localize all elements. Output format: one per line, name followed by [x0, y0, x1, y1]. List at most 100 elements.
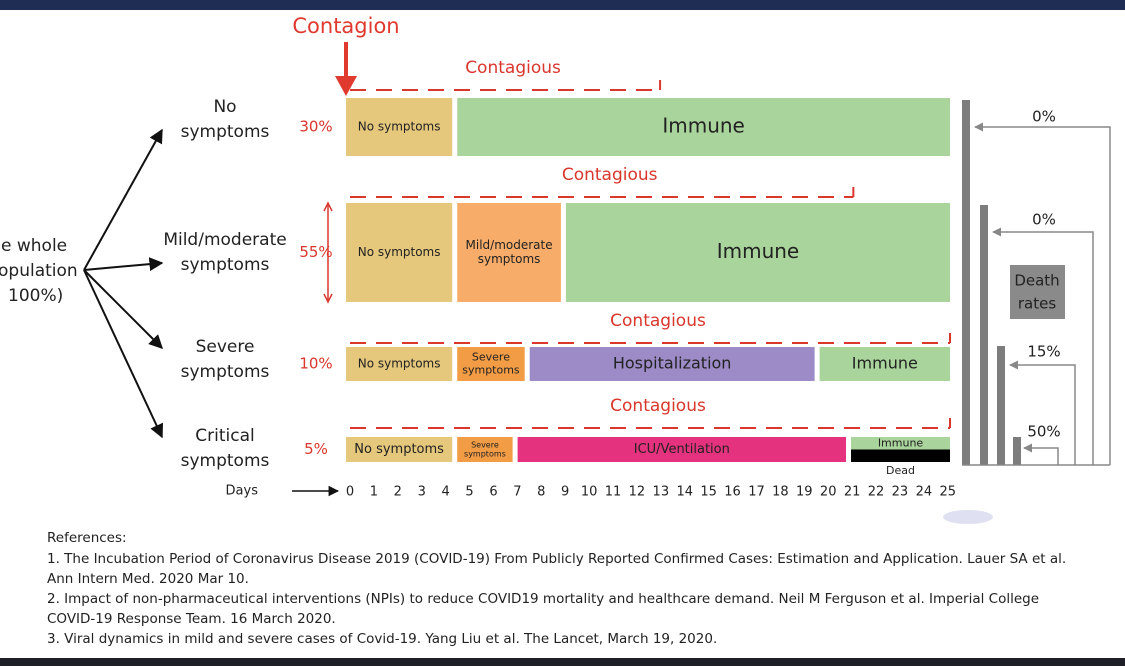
references-title: References:: [47, 530, 127, 546]
segment: [457, 98, 950, 156]
population-label: opulation: [0, 261, 78, 281]
day-tick: 8: [537, 485, 545, 500]
day-tick: 13: [653, 485, 670, 500]
death-connector: [1023, 443, 1059, 465]
segment: [346, 437, 453, 462]
row-label: Critical: [195, 426, 254, 446]
segment: [851, 449, 950, 462]
segment-label: symptoms: [462, 363, 520, 376]
day-tick: 25: [939, 485, 956, 500]
branch-arrow: [83, 128, 163, 271]
day-tick: 16: [724, 485, 741, 500]
segment: [346, 98, 453, 156]
reference-line: 1. The Incubation Period of Coronavirus …: [47, 551, 1066, 567]
contagious-label: Contagious: [465, 58, 561, 78]
segment: [517, 437, 847, 462]
segment: [457, 203, 561, 302]
segment: [457, 347, 525, 381]
reference-line: COVID-19 Response Team. 16 March 2020.: [47, 611, 336, 627]
row-label: Mild/moderate: [163, 230, 286, 250]
day-tick: 2: [394, 485, 402, 500]
segment: [529, 347, 815, 381]
segment: [851, 437, 950, 450]
segment-label: No symptoms: [358, 120, 441, 134]
day-tick: 3: [418, 485, 426, 500]
segment-label: Severe: [472, 351, 510, 364]
day-tick: 9: [561, 485, 569, 500]
range-head: [323, 201, 333, 304]
segment: [346, 347, 453, 381]
row-percent: 10%: [299, 355, 332, 373]
day-tick: 4: [441, 485, 449, 500]
segment: [819, 347, 950, 381]
death-connector: [1009, 360, 1076, 465]
row-label: symptoms: [181, 451, 270, 471]
death-connector: [992, 227, 1094, 465]
branch-arrow: [83, 257, 164, 272]
segment: [346, 203, 453, 302]
branch-arrow: [83, 269, 164, 439]
day-tick: 1: [370, 485, 378, 500]
top-bar: [0, 0, 1125, 10]
day-tick: 24: [916, 485, 933, 500]
day-tick: 17: [748, 485, 765, 500]
reference-line: Ann Intern Med. 2020 Mar 10.: [47, 571, 249, 587]
segment-label: Immune: [717, 239, 800, 263]
death-bar: [980, 205, 988, 465]
segment-label: Hospitalization: [613, 354, 732, 373]
death-rate: 15%: [1027, 343, 1060, 361]
bottom-bar: [0, 658, 1125, 666]
row-label: Severe: [196, 337, 255, 357]
reference-line: 2. Impact of non-pharmaceutical interven…: [47, 591, 1039, 607]
segment: [565, 203, 950, 302]
day-tick: 15: [700, 485, 717, 500]
segment-label: Mild/moderate: [466, 238, 553, 252]
contagious-label: Contagious: [610, 311, 706, 331]
row-percent: 55%: [299, 243, 332, 261]
day-tick: 6: [489, 485, 497, 500]
segment-label: symptoms: [464, 450, 506, 459]
segment-label: Dead: [886, 464, 915, 477]
segment-label: Severe: [471, 440, 499, 449]
row-label: symptoms: [181, 255, 270, 275]
day-tick: 19: [796, 485, 813, 500]
population-label: e whole: [1, 236, 67, 256]
segment-label: No symptoms: [358, 357, 441, 371]
segment-label: Immune: [662, 114, 745, 138]
segment-label: ICU/Ventilation: [634, 442, 730, 457]
row-label: symptoms: [181, 122, 270, 142]
segment-label: No symptoms: [358, 245, 441, 259]
segment-label: Immune: [878, 436, 924, 449]
reference-line: 3. Viral dynamics in mild and severe cas…: [47, 631, 717, 647]
day-tick: 12: [629, 485, 646, 500]
contagion-arrowhead: [335, 76, 357, 96]
day-tick: 18: [772, 485, 789, 500]
day-tick: 10: [581, 485, 598, 500]
contagious-label: Contagious: [610, 396, 706, 416]
day-tick: 14: [676, 485, 693, 500]
day-tick: 0: [346, 485, 354, 500]
day-tick: 7: [513, 485, 521, 500]
day-tick: 22: [868, 485, 885, 500]
death-connector: [974, 122, 1111, 465]
segment: [457, 437, 513, 462]
smudge: [943, 510, 993, 524]
day-tick: 20: [820, 485, 837, 500]
days-label: Days: [226, 484, 259, 499]
row-percent: 30%: [299, 118, 332, 136]
death-rate: 0%: [1032, 211, 1056, 229]
segment-label: Immune: [852, 354, 918, 373]
segment-label: No symptoms: [354, 442, 444, 457]
row-percent: 5%: [304, 440, 328, 458]
death-bar: [962, 100, 970, 465]
day-tick: 23: [892, 485, 909, 500]
segment-label: symptoms: [478, 252, 541, 266]
branch-arrow: [83, 269, 163, 349]
day-tick: 11: [605, 485, 622, 500]
death-bar: [997, 346, 1005, 465]
death-rates-label: rates: [1018, 295, 1056, 313]
death-rates-box: [1010, 265, 1065, 319]
row-label: symptoms: [181, 362, 270, 382]
death-rate: 50%: [1027, 423, 1060, 441]
